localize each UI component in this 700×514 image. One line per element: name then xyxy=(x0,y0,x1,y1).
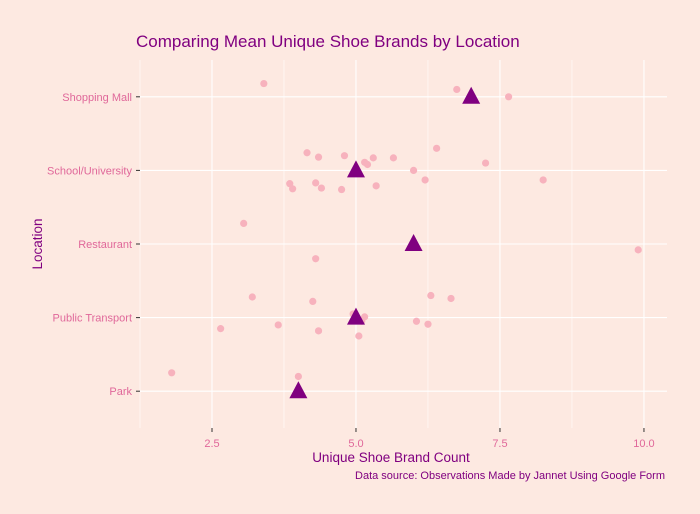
x-tick-label: 5.0 xyxy=(348,438,363,450)
data-point xyxy=(314,153,323,161)
data-point xyxy=(168,369,176,377)
data-point xyxy=(505,93,513,101)
data-point xyxy=(361,313,369,321)
data-point xyxy=(355,332,363,340)
y-tick-label: Public Transport xyxy=(53,313,132,325)
data-point xyxy=(409,166,418,174)
mean-marker xyxy=(404,234,423,251)
data-point xyxy=(433,144,441,152)
data-point xyxy=(372,182,380,190)
y-tick-label: Shopping Mall xyxy=(62,92,132,104)
data-point xyxy=(340,152,349,160)
data-point xyxy=(389,154,398,162)
data-point xyxy=(303,149,311,157)
x-tick-label: 10.0 xyxy=(633,438,654,450)
mean-marker xyxy=(289,381,308,399)
mean-marker xyxy=(346,307,365,325)
chart-caption: Data source: Observations Made by Jannet… xyxy=(355,470,665,482)
data-point xyxy=(369,154,377,162)
mean-markers xyxy=(289,86,481,399)
axes: 2.5 5.0 7.5 10.0 Park Public Transport Restaur… xyxy=(47,92,655,450)
data-point xyxy=(421,176,429,184)
data-point xyxy=(481,159,490,167)
data-point xyxy=(260,79,268,88)
y-tick-label: Park xyxy=(109,386,132,398)
y-tick-label: School/University xyxy=(47,165,132,177)
data-point xyxy=(248,293,256,301)
x-axis-title: Unique Shoe Brand Count xyxy=(312,450,470,465)
data-point xyxy=(312,255,320,263)
x-tick-label: 7.5 xyxy=(492,438,507,450)
data-points xyxy=(168,79,642,381)
gridlines xyxy=(139,60,667,428)
y-axis-title: Location xyxy=(30,218,45,269)
data-point xyxy=(447,294,455,303)
mean-marker xyxy=(462,86,481,104)
data-point xyxy=(217,325,225,333)
data-point xyxy=(427,291,435,300)
data-point xyxy=(240,219,248,227)
mean-marker xyxy=(346,160,365,178)
y-tick-label: Restaurant xyxy=(78,239,132,251)
x-tick-label: 2.5 xyxy=(204,438,219,450)
data-point xyxy=(412,317,421,325)
data-point xyxy=(309,297,317,306)
data-point xyxy=(289,185,297,193)
data-point xyxy=(634,246,642,254)
data-point xyxy=(294,372,302,381)
data-point xyxy=(424,320,432,328)
data-point xyxy=(539,176,547,184)
data-point xyxy=(453,85,461,94)
data-point xyxy=(363,160,372,169)
data-point xyxy=(317,184,326,192)
data-point xyxy=(337,185,346,194)
data-point xyxy=(314,327,323,335)
data-point xyxy=(312,179,320,187)
chart-title: Comparing Mean Unique Shoe Brands by Loc… xyxy=(136,32,520,51)
data-point xyxy=(274,321,282,329)
